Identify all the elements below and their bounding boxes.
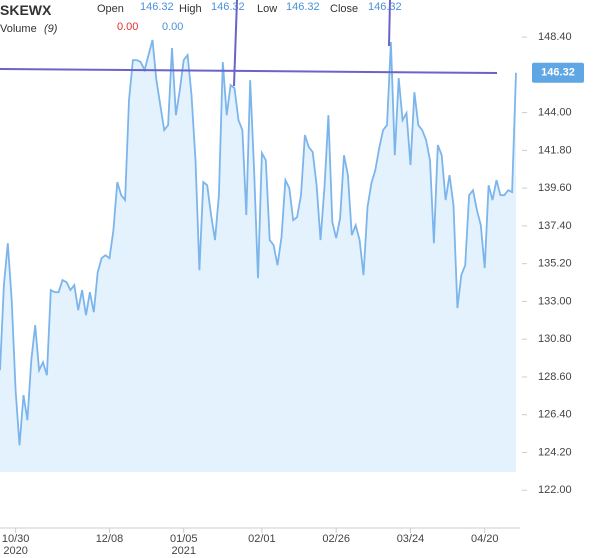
trend-line	[233, 0, 238, 87]
y-tick-label: 137.40	[538, 220, 572, 232]
trend-line	[0, 68, 498, 74]
y-tick-label: 139.60	[538, 182, 572, 194]
y-tick-label: 126.40	[538, 409, 572, 421]
symbol: SKEWX	[0, 2, 52, 18]
y-tick-label: 130.80	[538, 333, 572, 345]
y-tick-label: 144.00	[538, 107, 572, 119]
volume-value: 0.00	[162, 21, 184, 33]
trend-line	[388, 0, 391, 47]
current-value-badge	[532, 62, 584, 83]
x-tick-label: 10/30 2020	[1, 533, 30, 557]
x-tick-label: 12/08	[95, 533, 124, 545]
volume-label: Volume	[0, 23, 37, 35]
y-tick-label: 148.40	[538, 31, 572, 43]
y-tick-label: 122.00	[538, 484, 572, 496]
y-tick-label: 135.20	[538, 258, 572, 270]
x-tick-label: 03/24	[396, 533, 425, 545]
volume-period: (9)	[44, 23, 58, 35]
price-line	[0, 39, 517, 446]
close-value: 146.32	[368, 1, 402, 13]
low-label: Low	[257, 3, 278, 15]
low-value: 146.32	[286, 1, 320, 13]
y-tick-label: 124.20	[538, 446, 572, 458]
x-tick-label: 04/20	[470, 533, 499, 545]
x-tick-label: 02/01	[248, 533, 276, 545]
high-label: High	[179, 3, 202, 15]
y-tick-label: 141.80	[538, 144, 572, 156]
open-label: Open	[97, 3, 124, 15]
volume-value: 0.00	[117, 21, 139, 33]
close-label: Close	[330, 3, 359, 15]
open-value: 146.32	[140, 1, 174, 13]
x-tick-label: 02/26	[322, 533, 350, 545]
area-fill	[0, 40, 516, 472]
y-tick-label: 133.00	[538, 295, 572, 307]
y-tick-label: 128.60	[538, 371, 572, 383]
current-value-label: 146.32	[541, 67, 575, 79]
x-tick-label: 01/05 2021	[169, 533, 198, 557]
